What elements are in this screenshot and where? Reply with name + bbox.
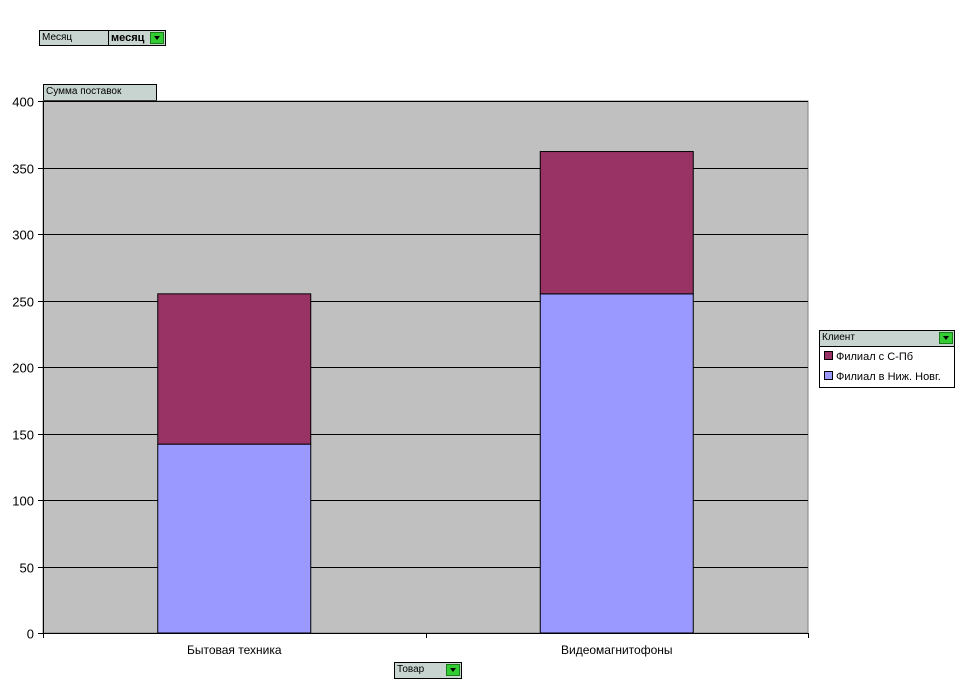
bar-nn-2	[539, 293, 694, 634]
chevron-down-icon[interactable]	[446, 664, 460, 676]
y-tick-label: 350	[12, 162, 34, 177]
month-dropdown[interactable]: месяц	[108, 30, 166, 46]
y-tick-label: 400	[12, 95, 34, 110]
bar-spb-2	[539, 151, 694, 295]
data-field-label: Сумма поставок	[46, 86, 122, 97]
legend: Филиал с С-Пб Филиал в Ниж. Новг.	[819, 346, 955, 388]
legend-item-spb: Филиал с С-Пб	[824, 351, 913, 363]
bar-nn-1	[157, 443, 312, 634]
category-field-label: Товар	[397, 664, 425, 675]
category-field-product[interactable]: Товар	[394, 662, 462, 679]
page-field-month-label: Месяц	[42, 32, 73, 43]
chevron-down-icon[interactable]	[939, 332, 953, 344]
month-dropdown-value: месяц	[111, 32, 145, 44]
legend-item-nn: Филиал в Ниж. Новг.	[824, 371, 941, 383]
y-tick-label: 50	[20, 561, 34, 576]
legend-swatch-spb	[824, 351, 833, 360]
legend-swatch-nn	[824, 371, 833, 380]
legend-field-label: Клиент	[822, 332, 855, 343]
bar-spb-1	[157, 293, 312, 445]
y-tick-label: 250	[12, 295, 34, 310]
y-tick-label: 150	[12, 428, 34, 443]
y-tick-label: 300	[12, 228, 34, 243]
legend-label-spb: Филиал с С-Пб	[836, 351, 914, 363]
y-tick-label: 100	[12, 494, 34, 509]
legend-label-nn: Филиал в Ниж. Новг.	[836, 371, 941, 383]
x-tick-label: Видеомагнитофоны	[561, 643, 673, 657]
chevron-down-icon[interactable]	[150, 32, 164, 44]
y-tick-label: 0	[27, 627, 34, 642]
x-tick-label: Бытовая техника	[187, 643, 282, 657]
y-tick-label: 200	[12, 361, 34, 376]
legend-field-client[interactable]: Клиент	[819, 330, 955, 347]
